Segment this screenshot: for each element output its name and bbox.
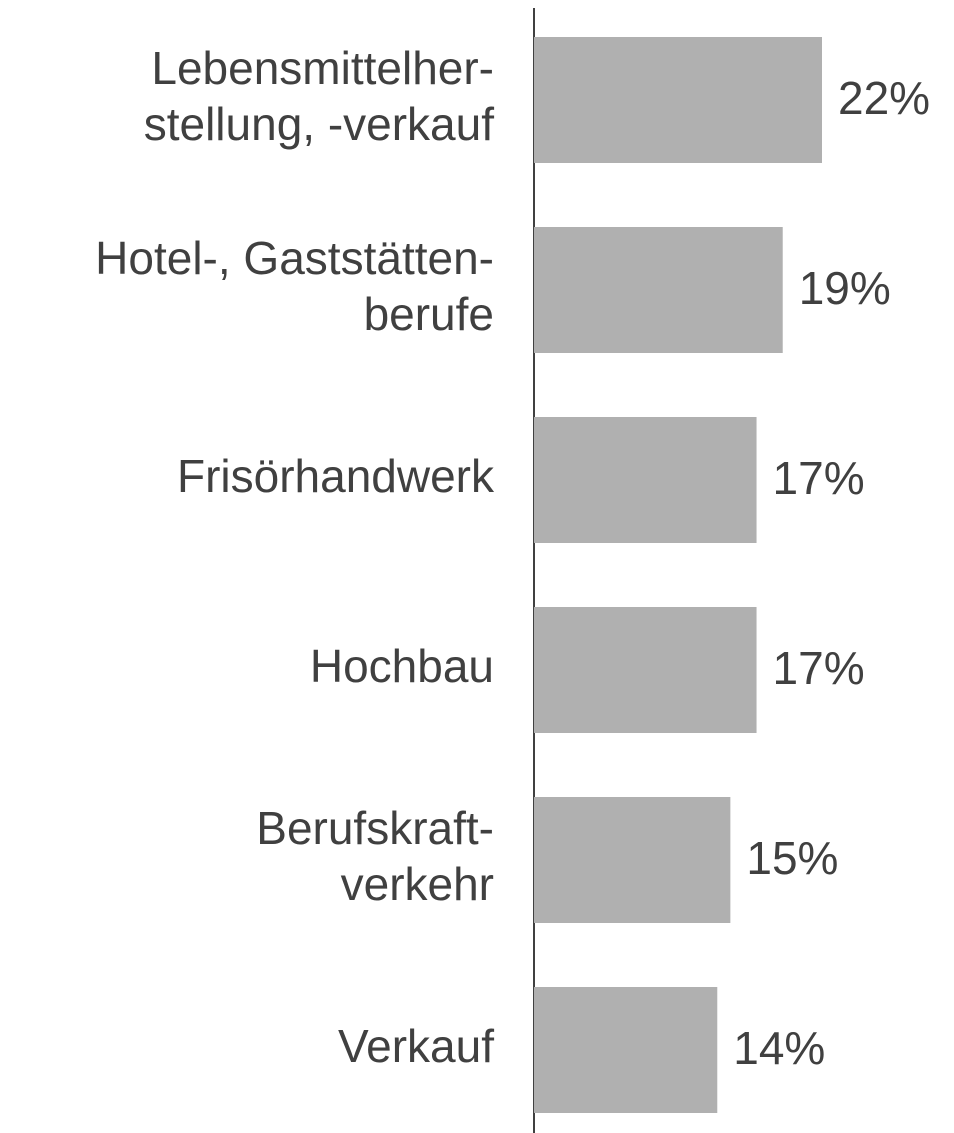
bar <box>534 37 822 163</box>
bar <box>534 227 783 353</box>
value-label: 19% <box>799 262 891 314</box>
category-label: stellung, -verkauf <box>144 98 494 150</box>
value-label: 14% <box>733 1022 825 1074</box>
category-label: Hochbau <box>310 640 494 692</box>
category-label: Frisörhandwerk <box>177 450 495 502</box>
category-label: Hotel-, Gaststätten- <box>95 232 494 284</box>
value-label: 17% <box>773 642 865 694</box>
value-label: 17% <box>773 452 865 504</box>
category-label: berufe <box>364 288 494 340</box>
category-label: Verkauf <box>338 1020 494 1072</box>
category-label: verkehr <box>341 858 494 910</box>
category-label: Lebensmittelher- <box>151 42 494 94</box>
value-label: 22% <box>838 72 930 124</box>
value-label: 15% <box>746 832 838 884</box>
bar <box>534 797 731 923</box>
bar <box>534 607 757 733</box>
bar <box>534 987 718 1113</box>
bar <box>534 417 757 543</box>
category-label: Berufskraft- <box>256 802 494 854</box>
